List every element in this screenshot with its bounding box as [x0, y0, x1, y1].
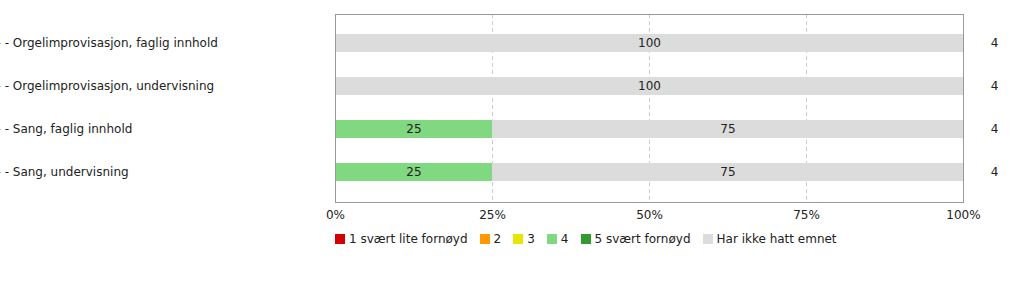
html-text:4: 4: [560, 232, 569, 246]
svg-text:100%: 100%: [946, 208, 980, 222]
svg-text:- - Sang, faglig innhold: - - Sang, faglig innhold: [0, 122, 132, 136]
svg-text:25%: 25%: [479, 208, 506, 222]
html-text:2: 2: [493, 232, 502, 246]
html-text:3: 3: [527, 232, 535, 246]
html-text:1 svært lite fornøyd: 1 svært lite fornøyd: [349, 232, 468, 246]
svg-text:100: 100: [638, 79, 661, 93]
svg-text:25: 25: [406, 165, 421, 179]
svg-text:75: 75: [720, 122, 735, 136]
svg-text:- - Orgelimprovisasjon, underv: - - Orgelimprovisasjon, undervisning: [0, 79, 214, 93]
svg-text:100: 100: [638, 36, 661, 50]
svg-text:4: 4: [991, 36, 999, 50]
svg-text:4: 4: [991, 165, 999, 179]
html-text:Har ikke hatt emnet: Har ikke hatt emnet: [716, 232, 837, 246]
svg-text:50%: 50%: [636, 208, 663, 222]
svg-text:4: 4: [991, 79, 999, 93]
svg-text:25: 25: [406, 122, 421, 136]
svg-text:- - Sang, undervisning: - - Sang, undervisning: [0, 165, 129, 179]
svg-text:4: 4: [991, 122, 999, 136]
html-text:5 svært fornøyd: 5 svært fornøyd: [594, 232, 691, 246]
svg-text:75: 75: [720, 165, 735, 179]
svg-text:0%: 0%: [326, 208, 345, 222]
svg-text:75%: 75%: [793, 208, 820, 222]
svg-text:- - Orgelimprovisasjon, faglig: - - Orgelimprovisasjon, faglig innhold: [0, 36, 218, 50]
